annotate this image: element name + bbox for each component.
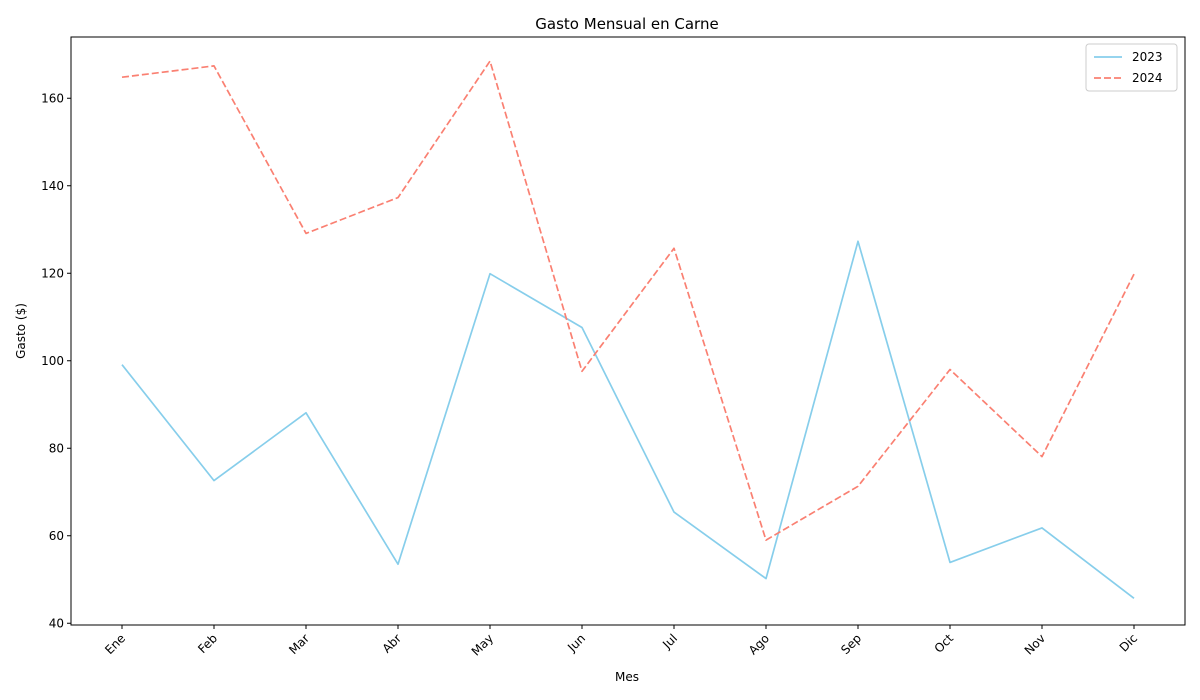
y-tick-label: 60 bbox=[49, 529, 64, 543]
plot-frame bbox=[70, 36, 1186, 626]
chart-title: Gasto Mensual en Carne bbox=[535, 15, 718, 33]
y-axis-title: Gasto ($) bbox=[14, 303, 28, 359]
series-line-2023 bbox=[121, 240, 1135, 599]
y-tick-label: 40 bbox=[49, 616, 64, 630]
y-tick-label: 140 bbox=[41, 179, 64, 193]
y-tick-label: 120 bbox=[41, 266, 64, 280]
legend-box bbox=[1085, 43, 1178, 92]
y-tick-label: 80 bbox=[49, 441, 64, 455]
y-tick-label: 160 bbox=[41, 91, 64, 105]
x-axis-title: Mes bbox=[615, 670, 639, 684]
series-line-2024 bbox=[121, 60, 1135, 541]
legend-label: 2023 bbox=[1132, 50, 1163, 64]
legend: 2023 2024 bbox=[1085, 43, 1178, 92]
y-tick-label: 100 bbox=[41, 354, 64, 368]
legend-label: 2024 bbox=[1132, 71, 1163, 85]
